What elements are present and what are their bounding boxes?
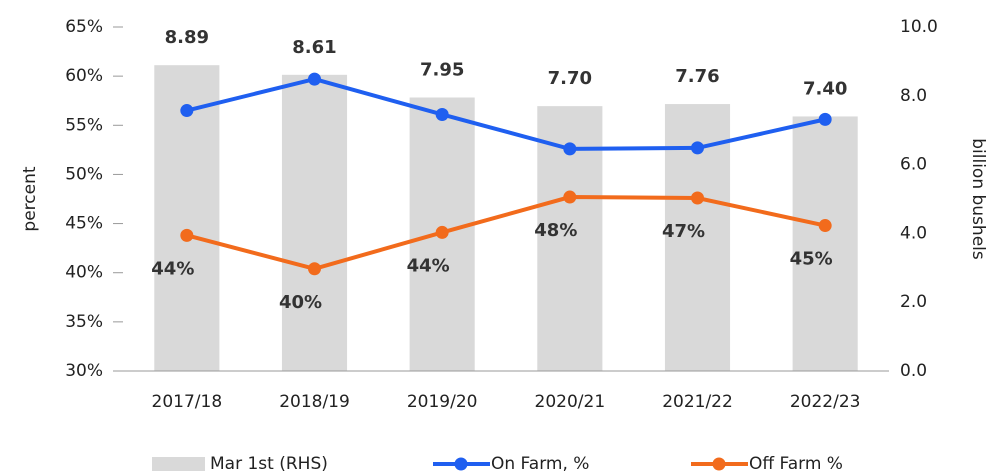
point	[691, 191, 704, 205]
point	[435, 225, 449, 239]
point	[180, 104, 194, 118]
point	[691, 141, 704, 155]
x-tick-label: 2018/19	[279, 392, 350, 412]
x-tick-label: 2017/18	[152, 392, 223, 412]
y2-tick-label: 10.0	[900, 17, 938, 37]
data-label: 7.76	[675, 66, 719, 87]
x-tick-label: 2020/21	[535, 392, 606, 412]
x-tick-label: 2022/23	[790, 392, 861, 412]
point	[180, 228, 194, 242]
y-tick-label: 65%	[65, 17, 103, 37]
point	[563, 142, 577, 156]
y2-tick-label: 4.0	[900, 223, 927, 243]
y2-tick-label: 8.0	[900, 86, 927, 106]
y-tick-label: 30%	[65, 361, 103, 381]
data-label: 40%	[279, 292, 322, 313]
legend-label: On Farm, %	[491, 454, 589, 474]
y2-axis-label: billion bushels	[968, 138, 986, 260]
legend-label: Off Farm %	[749, 454, 843, 474]
y2-tick-label: 6.0	[900, 155, 927, 175]
data-label: 7.40	[803, 78, 847, 99]
point	[308, 72, 321, 86]
y-tick-label: 40%	[65, 263, 103, 283]
y2-tick-label: 0.0	[900, 361, 927, 381]
y-tick-label: 35%	[65, 312, 103, 332]
y2-tick-label: 2.0	[900, 292, 927, 312]
bar	[792, 116, 858, 371]
x-tick-label: 2019/20	[407, 392, 478, 412]
bar	[281, 74, 348, 371]
data-label: 8.61	[292, 37, 336, 58]
data-label: 8.89	[165, 27, 209, 48]
y-tick-label: 45%	[65, 214, 103, 234]
x-tick-label: 2021/22	[662, 392, 733, 412]
y-axis-label: percent	[20, 166, 40, 231]
data-label: 44%	[151, 258, 194, 279]
line	[186, 77, 826, 151]
data-label: 7.95	[420, 60, 464, 81]
data-label: 44%	[407, 255, 450, 276]
legend-swatch	[152, 457, 205, 471]
legend-label: Mar 1st (RHS)	[210, 454, 328, 474]
data-label: 45%	[790, 249, 833, 270]
data-label: 7.70	[548, 68, 592, 89]
point	[308, 262, 321, 276]
data-label: 48%	[534, 220, 577, 241]
legend-swatch	[454, 457, 468, 471]
line	[186, 195, 826, 271]
point	[818, 219, 832, 233]
y-tick-label: 50%	[65, 164, 103, 184]
data-label: 47%	[662, 221, 705, 242]
point	[435, 107, 449, 121]
y-tick-label: 60%	[65, 66, 103, 86]
y-tick-label: 55%	[65, 115, 103, 135]
point	[563, 190, 577, 204]
point	[818, 112, 832, 126]
legend-swatch	[712, 457, 726, 471]
